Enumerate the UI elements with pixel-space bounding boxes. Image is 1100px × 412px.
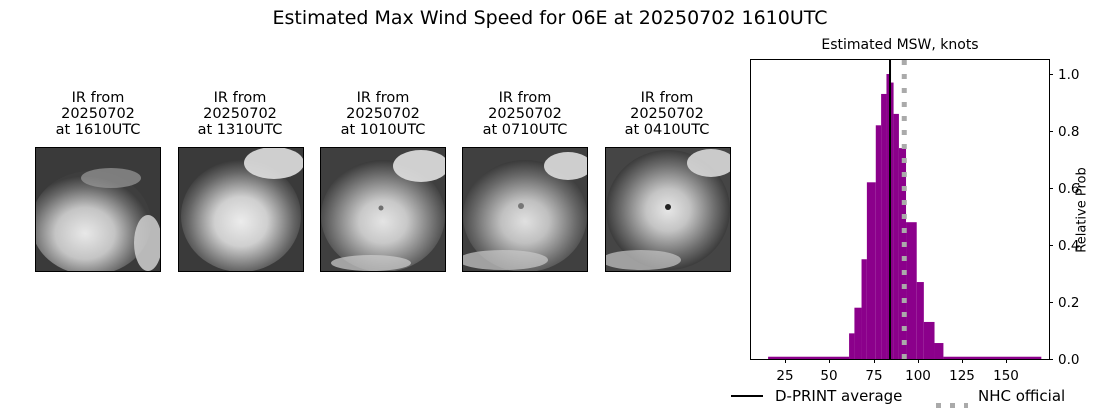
x-tick [918,359,919,363]
chart-title: Estimated MSW, knots [821,37,979,53]
x-tick-label: 125 [949,368,975,384]
panel-title-5: IR from 20250702 at 0410UTC [587,90,747,138]
histogram-bar [881,93,887,359]
histogram-plot [768,60,1042,360]
histogram-bar [875,125,882,359]
panel-title-line: IR from [71,90,125,106]
panel-title-1: IR from 20250702 at 1610UTC [18,90,178,138]
y-tick-label: 1.0 [1058,67,1080,83]
y-tick-label: 0.6 [1058,181,1080,197]
histogram-bar [890,82,894,360]
panel-title-line: 20250702 [203,106,277,122]
x-tick [962,359,963,363]
y-tick [1049,74,1053,75]
y-tick [1049,245,1053,246]
y-tick [1049,302,1053,303]
y-tick-label: 0.2 [1058,295,1080,311]
y-tick [1049,359,1053,360]
panel-title-line: at 1310UTC [197,122,283,138]
panel-title-line: IR from [213,90,267,106]
ir-satellite-image-5 [605,147,731,272]
histogram-bar [893,113,899,360]
histogram-bar [934,343,944,359]
histogram-bar [923,321,935,359]
histogram-bar [849,333,855,359]
panel-title-line: IR from [498,90,552,106]
panel-title-line: at 1010UTC [340,122,426,138]
x-tick-label: 150 [993,368,1019,384]
x-tick-label: 50 [820,368,838,384]
x-tick-label: 25 [776,368,794,384]
ir-satellite-image-3 [320,147,446,272]
x-tick-label: 75 [865,368,883,384]
y-tick-label: 0.4 [1058,238,1080,254]
histogram-bar [768,356,850,359]
panel-title-4: IR from 20250702 at 0710UTC [445,90,605,138]
ir-satellite-image-4 [462,147,588,272]
panel-title-line: 20250702 [61,106,135,122]
x-tick [874,359,875,363]
y-tick-label: 0.8 [1058,124,1080,140]
legend-dprint-label: D-PRINT average [775,387,903,405]
panel-title-line: at 0710UTC [482,122,568,138]
panel-title-line: 20250702 [630,106,704,122]
panel-title-line: IR from [640,90,694,106]
panel-title-line: at 1610UTC [55,122,141,138]
x-tick-label: 100 [905,368,931,384]
x-tick [1006,359,1007,363]
legend-dprint-line-icon [731,395,763,397]
x-tick [829,359,830,363]
panel-title-line: IR from [356,90,410,106]
histogram-bar [943,356,1042,359]
legend-nhc-label: NHC official [978,387,1066,405]
panel-title-3: IR from 20250702 at 1010UTC [303,90,463,138]
y-tick [1049,131,1053,132]
histogram-bar [854,307,862,359]
histogram-axes [750,59,1050,360]
x-tick [785,359,786,363]
y-tick [1049,188,1053,189]
panel-title-2: IR from 20250702 at 1310UTC [160,90,320,138]
panel-title-line: 20250702 [488,106,562,122]
ir-satellite-image-1 [35,147,161,272]
figure-title: Estimated Max Wind Speed for 06E at 2025… [272,7,828,29]
histogram-bar [898,148,907,359]
histogram-bar [866,182,876,359]
histogram-bar [886,74,891,359]
panel-title-line: at 0410UTC [624,122,710,138]
y-axis-title: Relative Prob [1074,167,1090,253]
ir-satellite-image-2 [178,147,304,272]
histogram-bar [861,259,867,359]
legend-nhc-dotted-icon [936,393,968,408]
histogram-bar [906,222,917,359]
histogram-bar [916,282,924,359]
panel-title-line: 20250702 [346,106,420,122]
y-tick-label: 0.0 [1058,352,1080,368]
